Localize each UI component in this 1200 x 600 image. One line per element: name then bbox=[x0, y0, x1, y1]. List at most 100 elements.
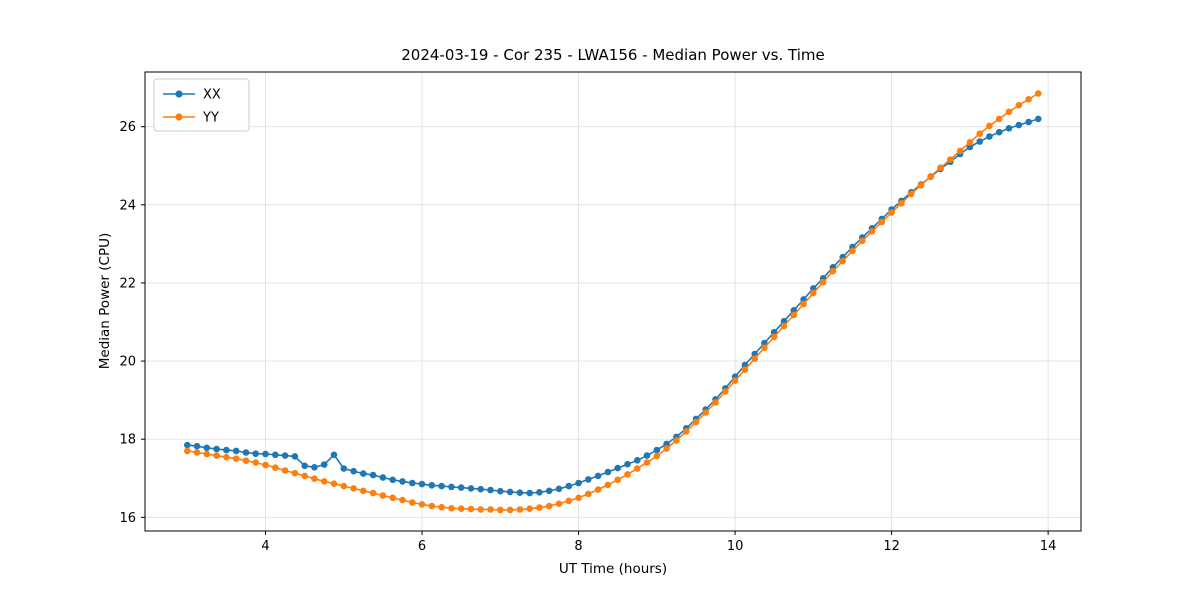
data-point-xx bbox=[262, 450, 269, 458]
data-point-yy bbox=[819, 278, 827, 286]
data-point-yy bbox=[995, 115, 1003, 123]
data-point-yy bbox=[1015, 101, 1023, 109]
data-point-xx bbox=[624, 460, 631, 468]
data-point-yy bbox=[360, 487, 367, 495]
data-point-yy bbox=[399, 496, 406, 504]
data-point-xx bbox=[203, 444, 211, 452]
data-point-yy bbox=[663, 445, 670, 452]
data-point-xx bbox=[272, 451, 279, 459]
data-point-xx bbox=[1035, 115, 1042, 123]
data-point-yy bbox=[790, 311, 798, 319]
data-point-xx bbox=[399, 478, 406, 485]
data-point-yy bbox=[272, 464, 279, 472]
data-point-yy bbox=[741, 366, 749, 374]
data-point-yy bbox=[409, 499, 416, 506]
legend-marker-xx bbox=[175, 90, 183, 98]
data-point-yy bbox=[262, 461, 269, 469]
data-point-yy bbox=[223, 453, 230, 461]
data-point-yy bbox=[457, 505, 465, 512]
legend-box bbox=[153, 78, 250, 132]
y-tick-label: 26 bbox=[119, 120, 136, 135]
data-point-xx bbox=[223, 446, 230, 454]
data-point-yy bbox=[340, 482, 348, 490]
data-point-yy bbox=[536, 504, 543, 511]
data-point-xx bbox=[780, 317, 788, 325]
x-tick-label: 10 bbox=[727, 539, 744, 554]
data-point-yy bbox=[624, 471, 631, 478]
data-point-yy bbox=[526, 505, 533, 512]
data-point-yy bbox=[634, 465, 641, 472]
data-point-yy bbox=[976, 130, 983, 137]
data-point-xx bbox=[966, 143, 974, 151]
data-point-yy bbox=[389, 494, 397, 502]
data-point-xx bbox=[184, 441, 191, 449]
data-point-yy bbox=[448, 505, 455, 512]
data-point-yy bbox=[565, 497, 573, 505]
data-point-xx bbox=[986, 133, 993, 140]
y-tick-label: 18 bbox=[119, 433, 136, 448]
data-point-yy bbox=[614, 476, 621, 484]
y-tick-label: 16 bbox=[119, 511, 136, 526]
data-point-yy bbox=[956, 147, 964, 155]
plot-border bbox=[144, 71, 1082, 532]
data-point-yy bbox=[966, 139, 974, 146]
data-point-yy bbox=[545, 502, 553, 510]
data-point-xx bbox=[545, 487, 553, 495]
data-point-xx bbox=[340, 465, 348, 472]
data-point-yy bbox=[829, 267, 837, 275]
legend: XX YY bbox=[153, 78, 250, 132]
data-point-yy bbox=[986, 122, 993, 130]
data-point-yy bbox=[497, 506, 504, 514]
data-point-yy bbox=[682, 428, 690, 435]
data-point-yy bbox=[1025, 96, 1032, 103]
data-point-yy bbox=[477, 506, 485, 513]
data-point-xx bbox=[506, 488, 514, 496]
data-point-xx bbox=[369, 471, 377, 479]
data-point-xx bbox=[575, 479, 582, 487]
data-point-xx bbox=[526, 489, 533, 497]
data-point-xx bbox=[409, 479, 416, 487]
data-point-xx bbox=[604, 468, 612, 476]
data-point-yy bbox=[193, 449, 201, 456]
data-point-xx bbox=[350, 467, 357, 475]
data-point-yy bbox=[350, 485, 357, 492]
data-point-xx bbox=[761, 339, 768, 347]
data-point-xx bbox=[252, 450, 259, 458]
data-point-yy bbox=[937, 164, 944, 171]
data-point-yy bbox=[467, 505, 475, 513]
data-point-yy bbox=[330, 480, 338, 488]
legend-label-xx: XX bbox=[203, 88, 221, 103]
data-point-xx bbox=[487, 486, 494, 494]
data-point-xx bbox=[810, 285, 817, 292]
data-point-yy bbox=[898, 200, 905, 207]
data-point-yy bbox=[859, 237, 866, 245]
data-point-yy bbox=[731, 377, 739, 384]
data-point-xx bbox=[301, 462, 309, 470]
data-point-xx bbox=[594, 472, 602, 480]
data-point-yy bbox=[428, 502, 436, 510]
data-point-yy bbox=[653, 452, 661, 460]
data-series bbox=[184, 90, 1042, 514]
data-point-xx bbox=[614, 464, 621, 472]
data-point-yy bbox=[692, 418, 700, 426]
x-tick-label: 14 bbox=[1040, 539, 1057, 554]
x-tick-label: 6 bbox=[418, 539, 426, 554]
data-point-yy bbox=[516, 506, 524, 513]
data-point-xx bbox=[379, 474, 387, 481]
data-point-xx bbox=[1005, 125, 1013, 132]
data-point-xx bbox=[663, 440, 670, 448]
data-point-xx bbox=[976, 138, 983, 145]
data-point-xx bbox=[995, 128, 1003, 136]
x-tick-label: 8 bbox=[574, 539, 582, 554]
data-point-yy bbox=[800, 300, 807, 308]
data-point-xx bbox=[1015, 121, 1023, 129]
data-point-xx bbox=[418, 480, 426, 488]
data-point-yy bbox=[487, 506, 494, 513]
data-point-xx bbox=[438, 482, 445, 490]
data-point-yy bbox=[770, 333, 778, 341]
series-line-yy bbox=[186, 92, 1040, 511]
data-point-yy bbox=[839, 257, 846, 265]
legend-label-yy: YY bbox=[202, 111, 219, 126]
